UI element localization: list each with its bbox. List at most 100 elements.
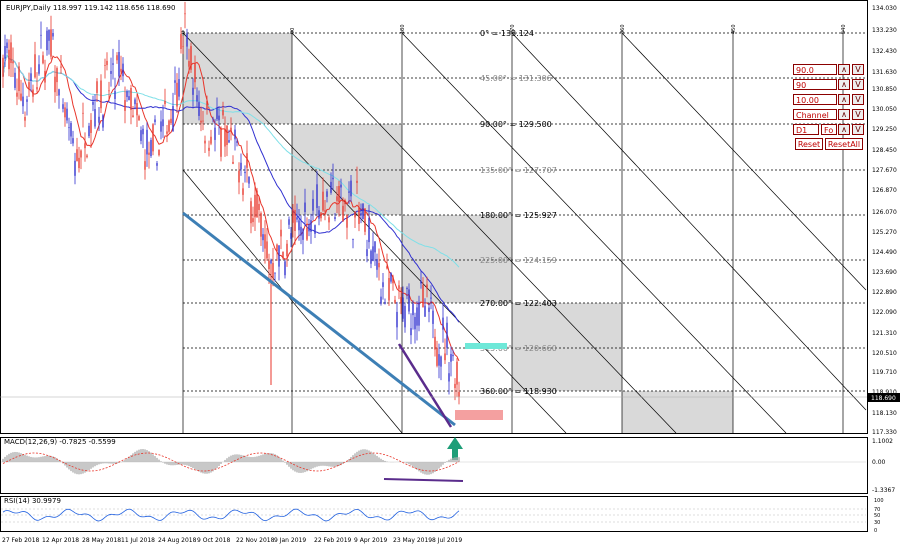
candle-body	[294, 209, 296, 232]
candle-body	[42, 55, 44, 64]
candle-body	[26, 99, 28, 102]
candle-body	[222, 110, 224, 116]
candle-body	[104, 65, 106, 66]
price-tick: 130.050	[872, 106, 897, 113]
timeframe-up-button[interactable]: ∧	[838, 124, 850, 135]
candle-body	[186, 33, 188, 47]
candle-body	[22, 96, 24, 107]
date-tick: 23 May 2019	[393, 537, 432, 544]
candle-body	[304, 202, 306, 213]
candle-body	[230, 127, 232, 132]
reset-button[interactable]: Reset	[795, 138, 823, 150]
up-arrow	[447, 437, 463, 460]
angle-up-button[interactable]: ∧	[838, 64, 850, 75]
date-tick: 12 Apr 2018	[42, 537, 79, 544]
candle-body	[44, 70, 46, 83]
gann-level-label: 315.00° = 120.660	[480, 344, 557, 353]
period-up-button[interactable]: ∧	[838, 79, 850, 90]
candle-body	[434, 336, 436, 350]
rsi-label: RSI(14) 30.9979	[4, 497, 61, 505]
candle-body	[436, 347, 438, 366]
candle-body	[400, 296, 402, 304]
candle-body	[336, 196, 338, 201]
candle-body	[378, 262, 380, 268]
candle-body	[96, 81, 98, 93]
candle-body	[84, 143, 86, 149]
candle-body	[396, 311, 398, 328]
gann-angle-line	[182, 169, 403, 434]
step-up-button[interactable]: ∧	[838, 94, 850, 105]
angle-down-button[interactable]: V	[852, 64, 864, 75]
candle-body	[248, 176, 250, 184]
candle-body	[36, 87, 38, 90]
candle-body	[252, 218, 254, 223]
reset-all-button[interactable]: ResetAll	[825, 138, 863, 150]
gann-time-label: 90	[290, 28, 296, 34]
candle-body	[30, 73, 32, 81]
mode-up-button[interactable]: ∧	[838, 109, 850, 120]
date-tick: 22 Feb 2019	[314, 537, 352, 544]
candle-body	[58, 89, 60, 96]
candle-body	[156, 163, 158, 166]
fo-field[interactable]: Fo	[821, 124, 837, 135]
candle-body	[212, 118, 214, 120]
gann-angle-line	[621, 32, 867, 291]
candle-body	[368, 218, 370, 243]
candle-body	[278, 245, 280, 267]
period-field[interactable]: 90	[793, 79, 837, 90]
candle-body	[362, 203, 364, 220]
candle-body	[32, 89, 34, 97]
candle-body	[262, 234, 264, 241]
candle-body	[382, 282, 384, 287]
candle-body	[376, 258, 378, 270]
candle-body	[348, 191, 350, 193]
candle-body	[450, 354, 452, 362]
candle-body	[224, 128, 226, 147]
step-down-button[interactable]: V	[852, 94, 864, 105]
candle-body	[272, 262, 274, 279]
candle-body	[142, 128, 144, 135]
candle-body	[62, 104, 64, 109]
candle-body	[128, 96, 130, 101]
candle-body	[256, 190, 258, 218]
date-tick: 27 Feb 2018	[2, 537, 40, 544]
candle-body	[364, 208, 366, 232]
timeframe-field[interactable]: D1	[793, 124, 819, 135]
step-field[interactable]: 10.00	[793, 94, 837, 105]
candle-body	[408, 289, 410, 312]
candle-body	[50, 29, 52, 57]
mode-field[interactable]: Channel	[793, 109, 837, 120]
candle-body	[300, 226, 302, 236]
timeframe-down-button[interactable]: V	[852, 124, 864, 135]
candle-body	[344, 201, 346, 205]
resistance-zone-marker	[465, 343, 507, 349]
candle-body	[402, 297, 404, 319]
rsi-tick: 50	[874, 513, 880, 519]
candle-body	[338, 185, 340, 203]
candle-body	[456, 361, 458, 385]
candle-body	[146, 129, 148, 155]
gann-time-label: 270	[510, 24, 516, 34]
period-down-button[interactable]: V	[852, 79, 864, 90]
date-tick: 9 Apr 2019	[354, 537, 387, 544]
price-tick: 126.870	[872, 187, 897, 194]
candle-body	[366, 249, 368, 257]
gann-grid: 0 90 180 270 360 450 540 0° = 133.124 45.00° = 1…	[181, 24, 867, 434]
candle-body	[458, 391, 460, 397]
candle-body	[174, 80, 176, 83]
candle-body	[86, 155, 88, 158]
angle-field[interactable]: 90.0	[793, 64, 837, 75]
candle-body	[328, 217, 330, 223]
candle-body	[254, 194, 256, 218]
candle-body	[180, 34, 182, 50]
mode-down-button[interactable]: V	[852, 109, 864, 120]
candle-body	[426, 284, 428, 289]
candle-body	[354, 211, 356, 218]
candle-body	[330, 181, 332, 193]
candle-body	[82, 112, 84, 114]
candle-body	[314, 225, 316, 234]
candle-body	[406, 287, 408, 290]
price-tick: 125.270	[872, 229, 897, 236]
candle-body	[270, 260, 272, 264]
